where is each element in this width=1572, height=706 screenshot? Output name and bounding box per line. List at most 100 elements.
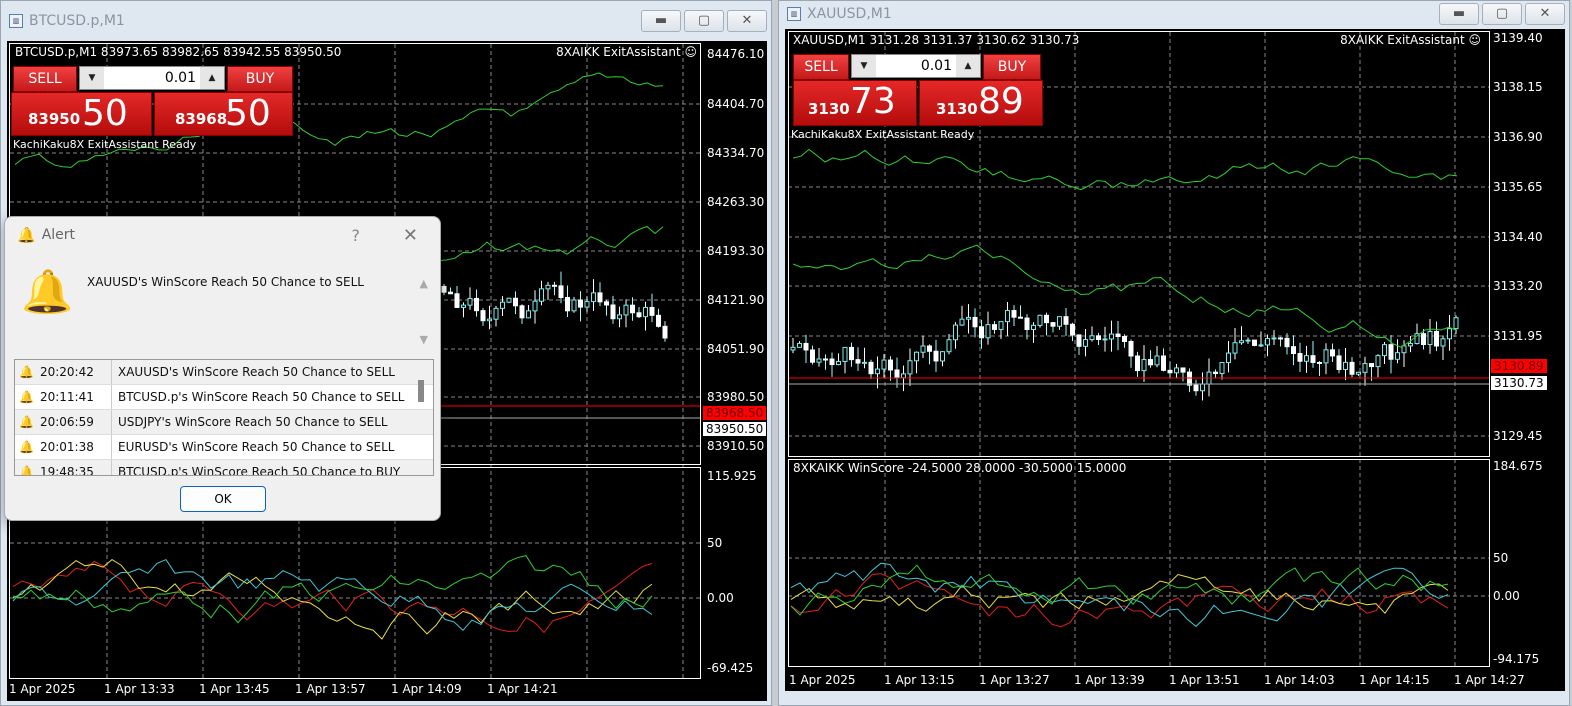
candle-body: [500, 301, 505, 309]
ask-price-tag: 3130.89: [1491, 359, 1547, 373]
minimize-button[interactable]: ▬: [641, 10, 681, 32]
buy-button[interactable]: BUY: [227, 66, 293, 92]
bell-icon: 🔔: [19, 390, 34, 404]
message-scroll-down[interactable]: ▼: [419, 333, 428, 346]
candle-body: [571, 299, 577, 312]
buy-button[interactable]: BUY: [983, 54, 1041, 80]
indicator-axis-label: -69.425: [707, 661, 754, 675]
candle-body: [1265, 338, 1270, 346]
dialog-title-bar[interactable]: 🔔 Alert ? ✕: [5, 217, 440, 253]
lot-stepper[interactable]: ▼ 0.01 ▲: [79, 66, 225, 90]
candle-body: [920, 345, 926, 353]
message-scroll-up[interactable]: ▲: [419, 277, 428, 290]
lot-input[interactable]: 0.01: [164, 70, 196, 86]
candle-body: [656, 314, 661, 327]
candle-body: [1382, 344, 1387, 357]
bid-price-tag: 3130.73: [1491, 376, 1547, 390]
winscore-line: [790, 573, 1449, 614]
maximize-button[interactable]: ▢: [1482, 3, 1522, 25]
lot-increase-button[interactable]: ▲: [956, 55, 980, 77]
candle-body: [1317, 361, 1322, 364]
close-button[interactable]: ✕: [402, 224, 418, 246]
price-axis-label: 3138.15: [1493, 80, 1543, 94]
candle-body: [849, 346, 854, 361]
candle-body: [1434, 331, 1439, 347]
time-axis-label: 1 Apr 13:57: [295, 682, 366, 696]
lot-decrease-button[interactable]: ▼: [80, 67, 104, 89]
lot-decrease-button[interactable]: ▼: [852, 55, 876, 77]
chart-window-icon: ▥: [787, 7, 801, 21]
sell-price-box[interactable]: 83950 50: [11, 92, 152, 136]
candle-body: [1401, 345, 1407, 354]
bell-icon: 🔔: [19, 365, 34, 379]
alert-row[interactable]: 🔔 20:01:38 EURUSD's WinScore Reach 50 Chan…: [15, 435, 433, 460]
alert-time: 20:01:38: [39, 440, 94, 454]
maximize-button[interactable]: ▢: [684, 10, 724, 32]
close-button[interactable]: ✕: [727, 10, 767, 32]
candle-body: [1369, 363, 1374, 368]
buy-price-small: 83968: [175, 110, 228, 128]
list-scrollbar[interactable]: [418, 380, 424, 402]
price-axis-label: 3129.45: [1493, 429, 1543, 443]
sell-price-small: 83950: [28, 110, 81, 128]
lot-increase-button[interactable]: ▲: [200, 67, 224, 89]
time-axis-label: 1 Apr 13:51: [1169, 673, 1240, 687]
candle-body: [1102, 338, 1108, 341]
sell-button[interactable]: SELL: [13, 66, 77, 92]
candle-body: [552, 284, 557, 287]
alert-time: 20:06:59: [39, 415, 94, 429]
candle-body: [1018, 316, 1023, 319]
help-button[interactable]: ?: [351, 225, 361, 245]
bell-icon: 🔔: [19, 440, 34, 454]
alert-row[interactable]: 🔔 20:20:42 XAUUSD's WinScore Reach 50 Chan…: [15, 360, 433, 385]
time-axis-label: 1 Apr 13:15: [884, 673, 955, 687]
alert-row[interactable]: 🔔 19:48:35 BTCUSD.p's WinScore Reach 50 Ch…: [15, 460, 433, 475]
buy-price-box[interactable]: 3130 89: [919, 80, 1043, 126]
buy-price-small: 3130: [936, 100, 978, 118]
candle-body: [1031, 324, 1036, 330]
chart-window-icon: ▥: [9, 14, 23, 28]
buy-price-big: 89: [978, 81, 1024, 122]
alert-row[interactable]: 🔔 20:06:59 USDJPY's WinScore Reach 50 Chan…: [15, 410, 433, 435]
buy-price-box[interactable]: 83968 50: [154, 92, 293, 136]
minimize-button[interactable]: ▬: [1439, 3, 1479, 25]
price-axis-label: 84334.70: [707, 146, 765, 160]
window-title: BTCUSD.p,M1: [29, 13, 125, 29]
sell-price-box[interactable]: 3130 73: [793, 80, 917, 126]
candle-body: [610, 304, 616, 320]
candle-body: [1284, 337, 1290, 348]
price-axis-label: 83980.50: [707, 390, 765, 404]
ea-status: KachiKaku8X ExitAssistant Ready: [13, 138, 197, 151]
candle-body: [1239, 340, 1244, 344]
candle-body: [888, 359, 893, 371]
chart-area[interactable]: XAUUSD,M1 3131.28 3131.37 3130.62 3130.7…: [785, 29, 1565, 691]
lot-stepper[interactable]: ▼ 0.01 ▲: [851, 54, 981, 78]
close-button[interactable]: ✕: [1525, 3, 1565, 25]
candle-body: [1161, 355, 1166, 371]
candle-body: [1297, 353, 1303, 362]
alert-time: 20:11:41: [39, 390, 94, 404]
symbol-header: BTCUSD.p,M1 83973.65 83982.65 83942.55 8…: [15, 45, 342, 59]
ea-status: KachiKaku8X ExitAssistant Ready: [791, 128, 975, 141]
alert-row[interactable]: 🔔 20:11:41 BTCUSD.p's WinScore Reach 50 Ch…: [15, 385, 433, 410]
candle-body: [803, 342, 809, 351]
sell-button[interactable]: SELL: [793, 54, 849, 80]
candle-body: [1408, 342, 1413, 347]
title-bar[interactable]: ▥ XAUUSD,M1 ▬ ▢ ✕: [779, 1, 1569, 27]
alert-text: USDJPY's WinScore Reach 50 Chance to SEL…: [118, 415, 388, 429]
alert-time-cell: 🔔 20:01:38: [15, 435, 112, 459]
candle-body: [836, 360, 841, 366]
candle-body: [1070, 323, 1075, 336]
ok-button[interactable]: OK: [180, 486, 266, 512]
title-bar[interactable]: ▥ BTCUSD.p,M1 ▬ ▢ ✕: [1, 1, 771, 41]
time-axis-label: 1 Apr 13:39: [1074, 673, 1145, 687]
candle-body: [441, 285, 447, 293]
candle-body: [545, 284, 551, 290]
candle-body: [966, 316, 971, 320]
candle-body: [1356, 371, 1361, 375]
candle-body: [1167, 369, 1173, 374]
candle-body: [1187, 371, 1192, 386]
candle-body: [1375, 355, 1381, 368]
lot-input[interactable]: 0.01: [920, 58, 952, 74]
candle-body: [1122, 336, 1127, 343]
